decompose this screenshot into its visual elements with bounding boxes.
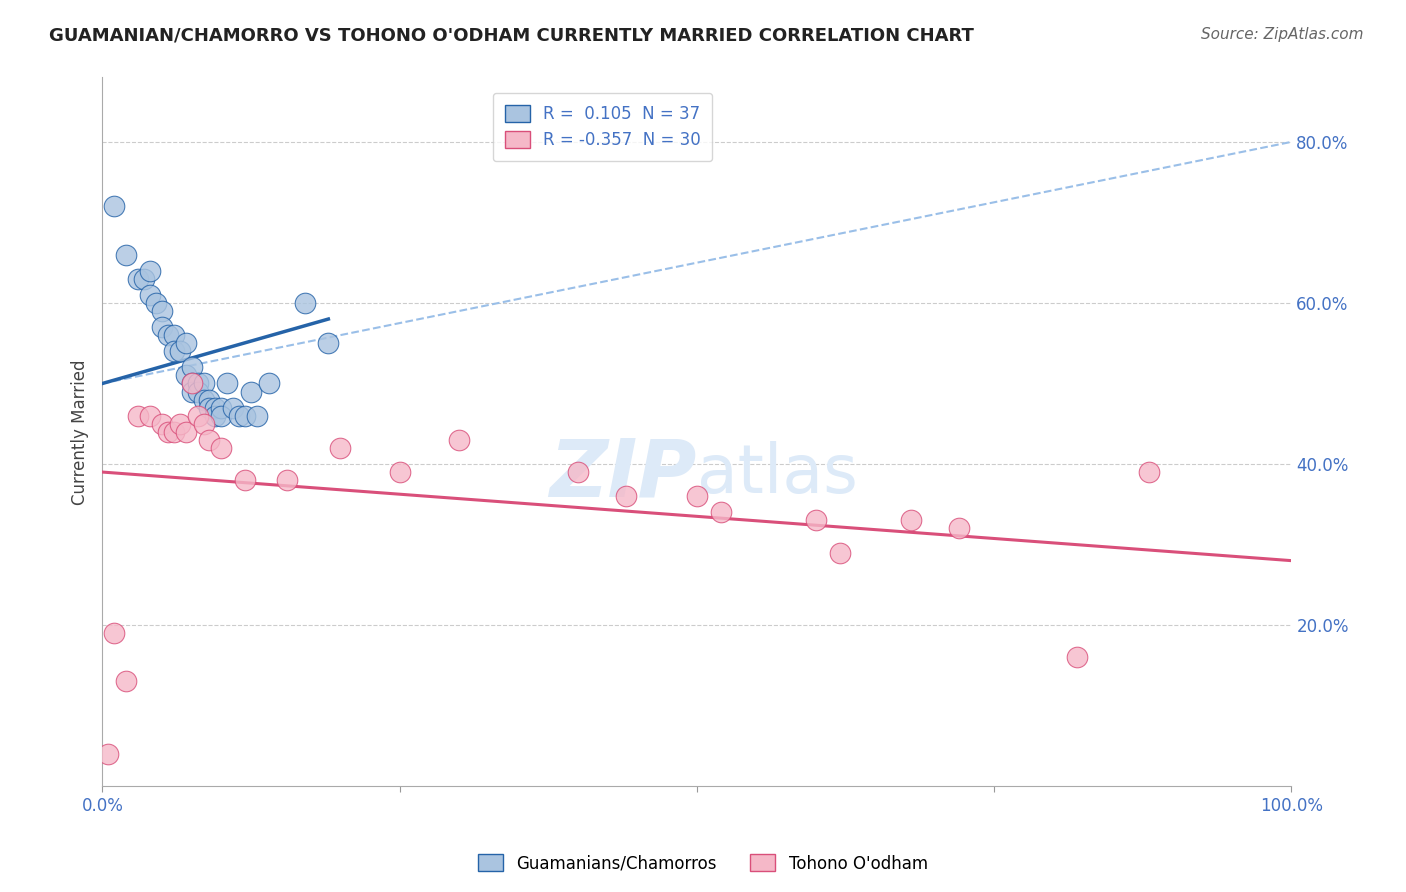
- Point: [103, 626, 125, 640]
- Point: [180, 360, 202, 375]
- Point: [163, 344, 186, 359]
- Point: [150, 320, 173, 334]
- Point: [710, 505, 733, 519]
- Point: [187, 384, 209, 399]
- Point: [329, 441, 352, 455]
- Point: [139, 264, 162, 278]
- Point: [209, 441, 232, 455]
- Point: [169, 344, 191, 359]
- Point: [145, 296, 167, 310]
- Point: [948, 521, 970, 535]
- Point: [163, 328, 186, 343]
- Point: [233, 409, 256, 423]
- Point: [614, 489, 637, 503]
- Point: [115, 247, 138, 261]
- Point: [198, 433, 221, 447]
- Point: [233, 473, 256, 487]
- Point: [127, 272, 149, 286]
- Y-axis label: Currently Married: Currently Married: [72, 359, 89, 505]
- Point: [169, 417, 191, 431]
- Point: [193, 392, 215, 407]
- Legend: R =  0.105  N = 37, R = -0.357  N = 30: R = 0.105 N = 37, R = -0.357 N = 30: [494, 93, 713, 161]
- Point: [174, 336, 197, 351]
- Point: [132, 272, 155, 286]
- Point: [156, 328, 179, 343]
- Text: GUAMANIAN/CHAMORRO VS TOHONO O'ODHAM CURRENTLY MARRIED CORRELATION CHART: GUAMANIAN/CHAMORRO VS TOHONO O'ODHAM CUR…: [49, 27, 974, 45]
- Point: [240, 384, 263, 399]
- Point: [115, 674, 138, 689]
- Point: [193, 417, 215, 431]
- Point: [150, 304, 173, 318]
- Point: [174, 368, 197, 383]
- Point: [1066, 650, 1088, 665]
- Point: [139, 409, 162, 423]
- Point: [163, 425, 186, 439]
- Point: [180, 376, 202, 391]
- Point: [388, 465, 411, 479]
- Point: [686, 489, 709, 503]
- Legend: Guamanians/Chamorros, Tohono O'odham: Guamanians/Chamorros, Tohono O'odham: [471, 847, 935, 880]
- Point: [222, 401, 245, 415]
- Point: [180, 384, 202, 399]
- Point: [156, 425, 179, 439]
- Point: [318, 336, 340, 351]
- Point: [257, 376, 280, 391]
- Point: [828, 545, 851, 559]
- Point: [193, 376, 215, 391]
- Point: [567, 465, 589, 479]
- Point: [1137, 465, 1160, 479]
- Point: [187, 409, 209, 423]
- Point: [97, 747, 120, 761]
- Point: [187, 376, 209, 391]
- Point: [174, 425, 197, 439]
- Point: [204, 401, 226, 415]
- Point: [198, 392, 221, 407]
- Point: [276, 473, 298, 487]
- Point: [804, 513, 827, 527]
- Point: [294, 296, 316, 310]
- Point: [198, 401, 221, 415]
- Point: [217, 376, 239, 391]
- Point: [209, 409, 232, 423]
- Point: [103, 199, 125, 213]
- Point: [228, 409, 250, 423]
- Point: [204, 409, 226, 423]
- Point: [180, 376, 202, 391]
- Point: [150, 417, 173, 431]
- Point: [449, 433, 471, 447]
- Point: [209, 401, 232, 415]
- Text: atlas: atlas: [697, 442, 858, 508]
- Point: [900, 513, 922, 527]
- Point: [246, 409, 269, 423]
- Point: [139, 288, 162, 302]
- Text: ZIP: ZIP: [550, 435, 697, 513]
- Text: Source: ZipAtlas.com: Source: ZipAtlas.com: [1201, 27, 1364, 42]
- Point: [127, 409, 149, 423]
